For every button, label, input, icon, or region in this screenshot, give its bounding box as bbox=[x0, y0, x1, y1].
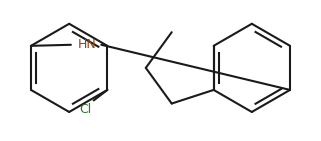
Text: HN: HN bbox=[78, 38, 97, 51]
Text: Cl: Cl bbox=[79, 103, 91, 115]
